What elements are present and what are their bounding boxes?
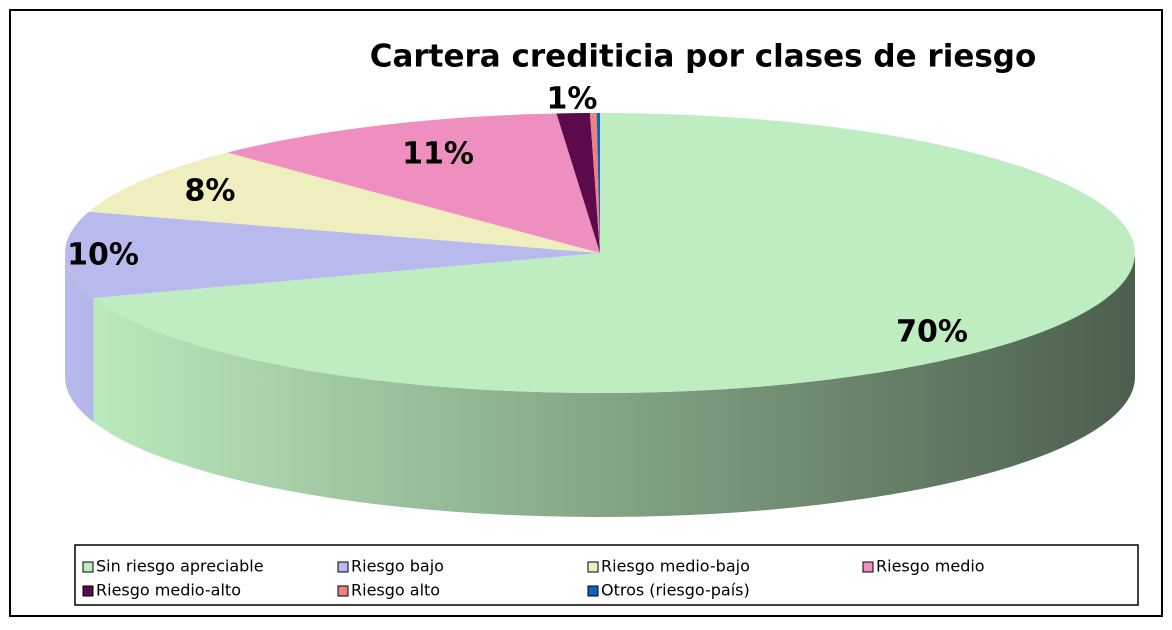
legend-label: Otros (riesgo-país) [601,581,750,600]
data-label: 70% [896,315,968,350]
legend-box [74,544,1139,606]
pie [64,113,1136,517]
legend-label: Riesgo medio [876,557,985,576]
slice-side [65,253,94,423]
slice-side [93,253,1136,517]
legend-swatch [587,585,599,597]
slice [589,113,600,253]
data-label: 8% [185,174,236,209]
data-label: 11% [402,137,474,172]
legend-label: Riesgo bajo [351,557,444,576]
chart-title: Cartera crediticia por clases de riesgo [370,39,1037,75]
slice [64,211,600,299]
legend-swatch [587,561,599,573]
legend-swatch [337,585,349,597]
data-label: 1% [547,82,598,117]
legend-swatch [82,561,94,573]
slice [556,113,600,253]
legend-label: Riesgo alto [351,581,440,600]
legend-label: Riesgo medio-bajo [601,557,750,576]
slice [227,113,600,253]
legend-swatch [337,561,349,573]
legend-swatch [82,585,94,597]
legend-label: Riesgo medio-alto [96,581,241,600]
data-label: 10% [67,238,139,273]
legend-label: Sin riesgo apreciable [96,557,264,576]
slice [596,113,600,253]
slice [88,152,601,253]
legend: Sin riesgo apreciable Riesgo bajo Riesgo m… [82,557,985,600]
legend-swatch [862,561,874,573]
slice [93,113,1136,393]
